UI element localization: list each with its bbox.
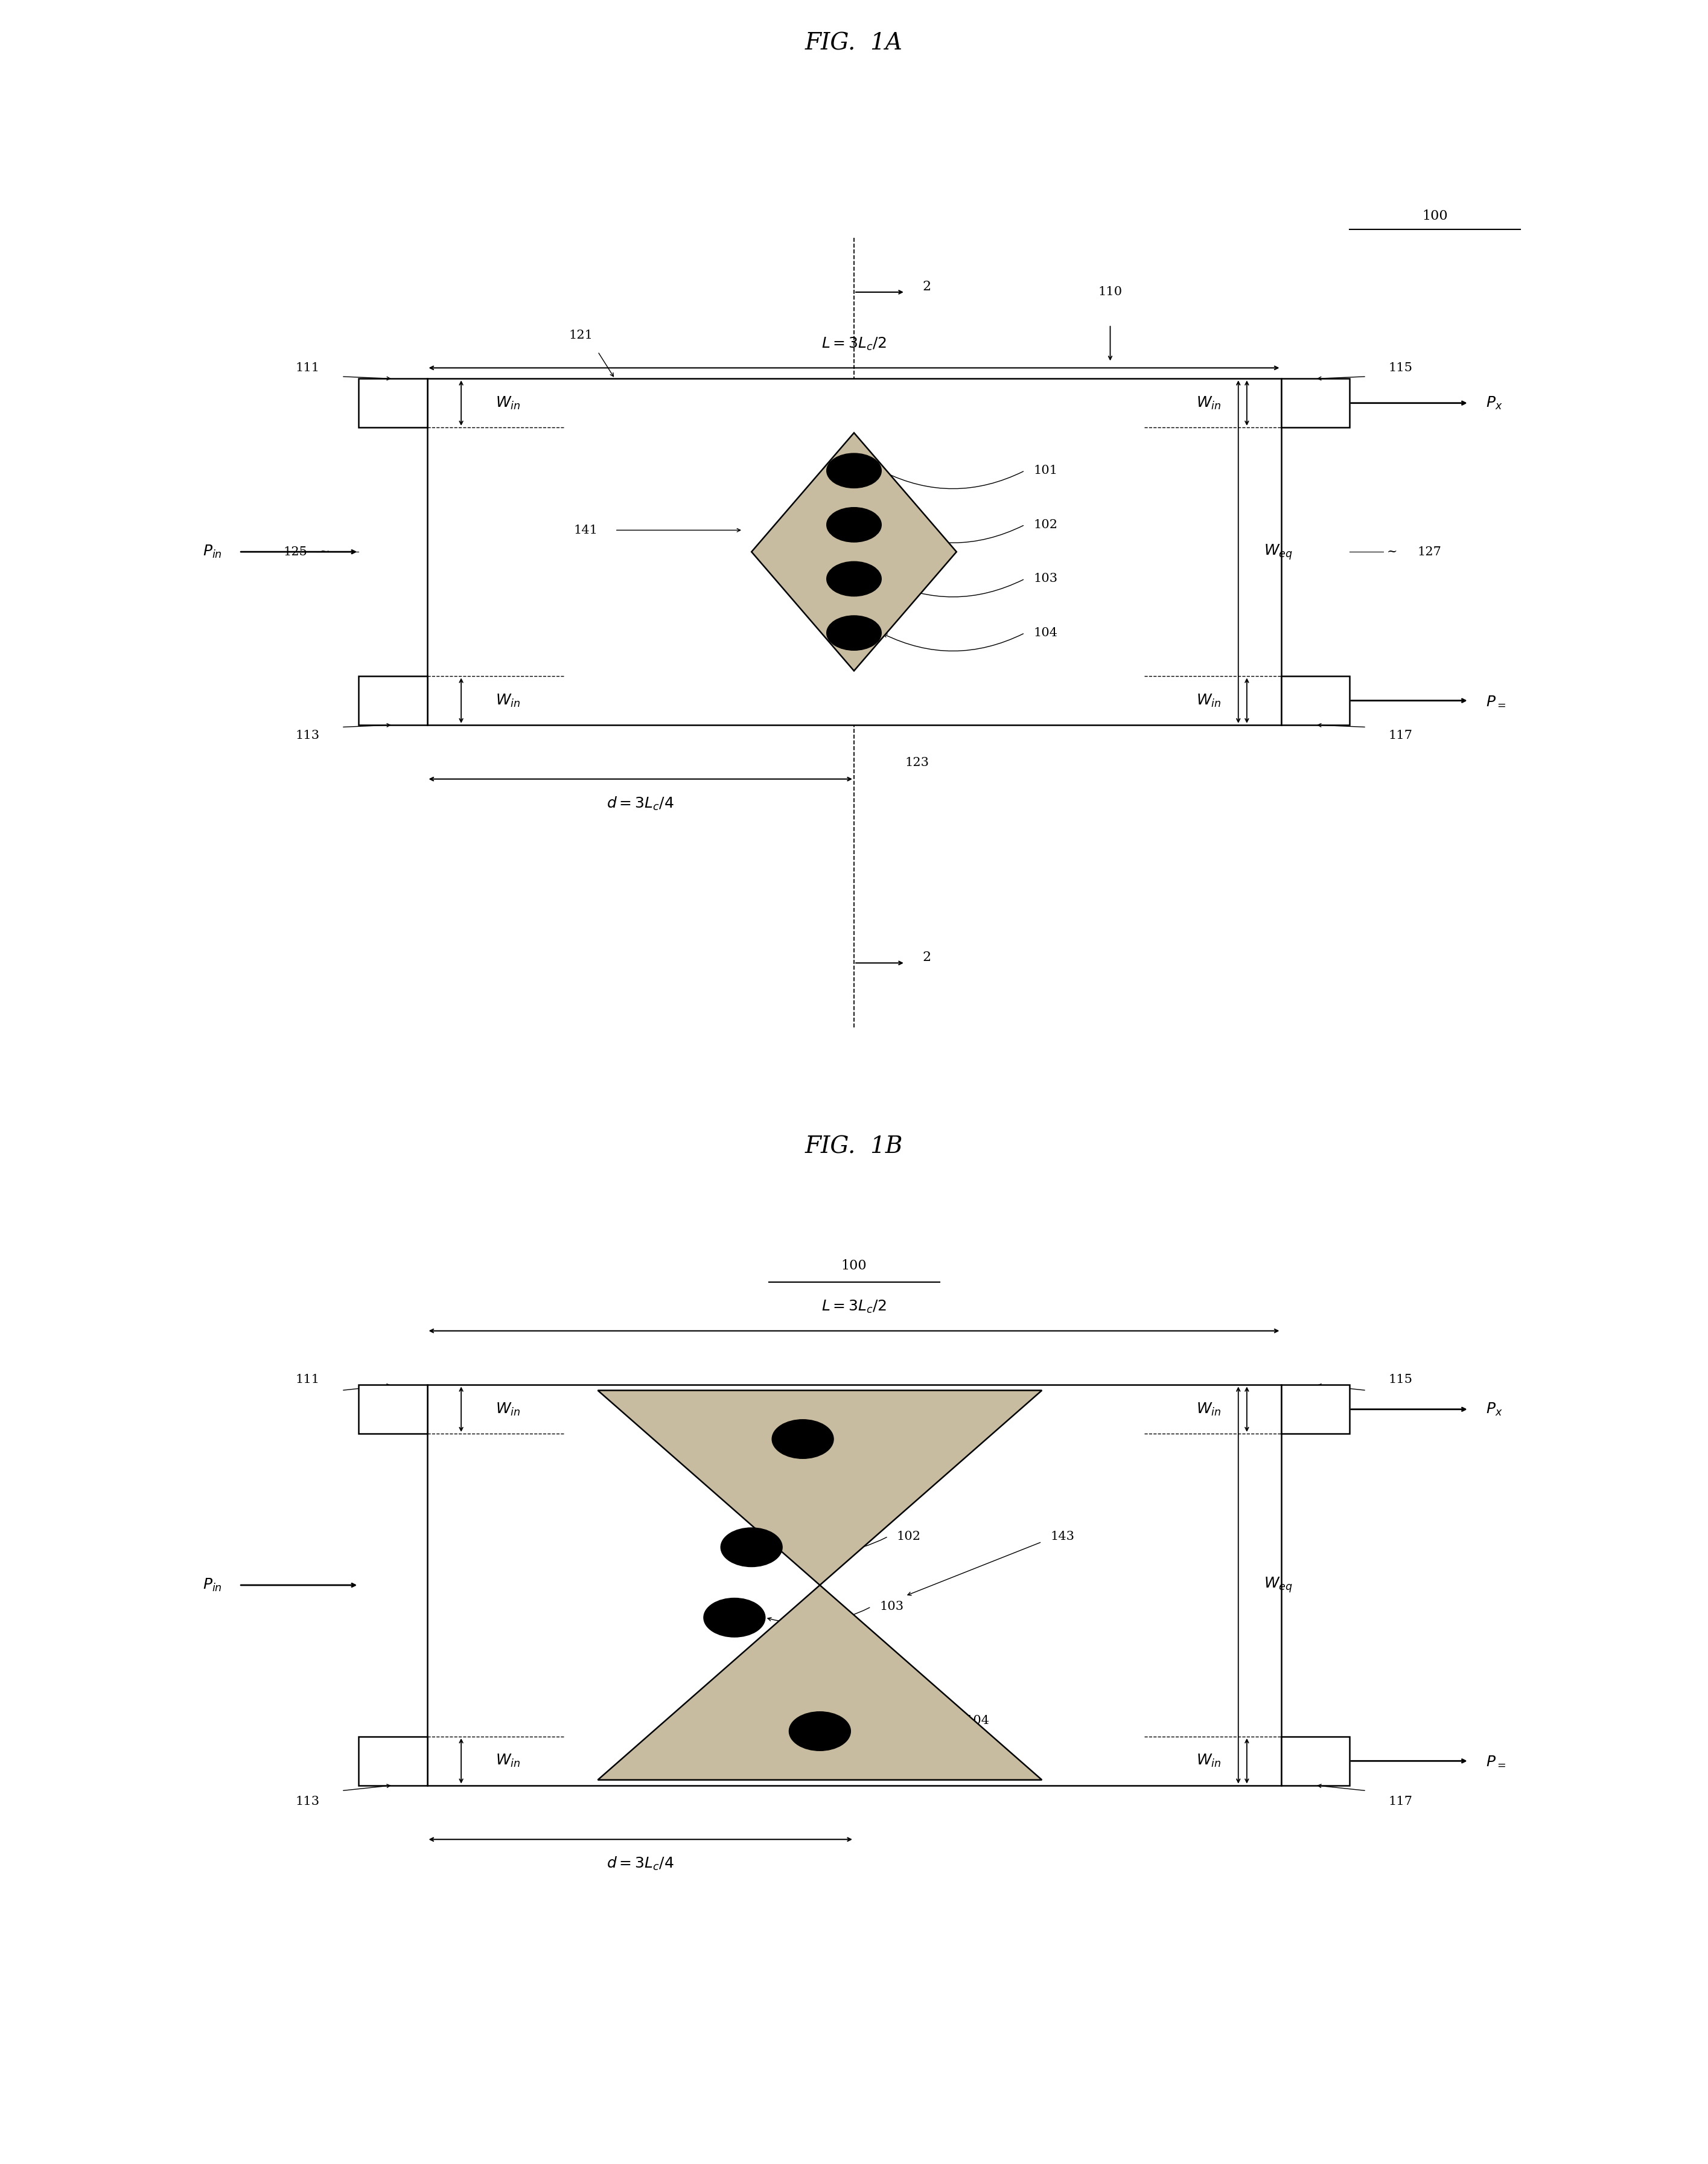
Circle shape [704, 1597, 765, 1636]
Text: 104: 104 [965, 1714, 989, 1727]
Text: $P_x$: $P_x$ [1486, 396, 1503, 411]
Text: 127: 127 [1418, 545, 1442, 558]
Polygon shape [752, 433, 956, 671]
Circle shape [827, 509, 881, 543]
Circle shape [721, 1528, 782, 1567]
Text: $L = 3L_c/2$: $L = 3L_c/2$ [822, 335, 886, 351]
Text: 123: 123 [905, 757, 929, 768]
Circle shape [772, 1420, 834, 1459]
Bar [1281, 1385, 1349, 1433]
Bar [1281, 379, 1349, 428]
Polygon shape [598, 1586, 1042, 1779]
Text: $W_{in}$: $W_{in}$ [495, 692, 521, 708]
Text: $P_{=}$: $P_{=}$ [1486, 1755, 1506, 1768]
Text: $P_{in}$: $P_{in}$ [203, 543, 222, 560]
Text: 110: 110 [1098, 286, 1122, 299]
Text: 102: 102 [897, 1530, 921, 1543]
Text: 100: 100 [840, 1259, 868, 1272]
Text: $W_{in}$: $W_{in}$ [1196, 396, 1221, 411]
Bar [1281, 675, 1349, 725]
Text: 2: 2 [922, 279, 931, 294]
Text: 115: 115 [1389, 361, 1413, 374]
Text: 113: 113 [295, 729, 319, 742]
Circle shape [827, 617, 881, 649]
Text: $W_{in}$: $W_{in}$ [495, 396, 521, 411]
Text: $d = 3L_c/4$: $d = 3L_c/4$ [606, 1857, 675, 1872]
Text: FIG.  1A: FIG. 1A [804, 32, 904, 54]
Text: 100: 100 [1421, 210, 1448, 223]
Text: $P_{=}$: $P_{=}$ [1486, 695, 1506, 708]
Text: 117: 117 [1389, 1796, 1413, 1807]
Text: 104: 104 [1033, 628, 1057, 638]
Text: $W_{in}$: $W_{in}$ [1196, 692, 1221, 708]
Bar [359, 1385, 427, 1433]
Text: 102: 102 [1033, 519, 1057, 530]
Text: 121: 121 [569, 329, 593, 342]
Polygon shape [598, 1391, 1042, 1586]
Text: 103: 103 [1033, 573, 1057, 584]
Text: 141: 141 [574, 524, 598, 537]
Text: 111: 111 [295, 1374, 319, 1385]
Text: FIG.  1B: FIG. 1B [804, 1136, 904, 1158]
Text: $W_{eq}$: $W_{eq}$ [1264, 1575, 1293, 1595]
Text: 111: 111 [295, 361, 319, 374]
Bar [359, 1736, 427, 1785]
Text: ~: ~ [1387, 545, 1397, 558]
Bar [427, 1385, 1281, 1785]
Text: 103: 103 [880, 1601, 904, 1612]
Text: 101: 101 [1033, 465, 1057, 476]
Text: 101: 101 [948, 1422, 972, 1435]
Text: 143: 143 [1050, 1530, 1074, 1543]
Bar [427, 379, 1281, 725]
Circle shape [827, 454, 881, 489]
Text: $d = 3L_c/4$: $d = 3L_c/4$ [606, 796, 675, 812]
Text: 2: 2 [922, 950, 931, 965]
Text: $W_{eq}$: $W_{eq}$ [1264, 543, 1293, 560]
Bar [1281, 1736, 1349, 1785]
Text: $P_x$: $P_x$ [1486, 1402, 1503, 1417]
Text: 115: 115 [1389, 1374, 1413, 1385]
Circle shape [789, 1712, 851, 1751]
Text: ~: ~ [319, 545, 330, 558]
Text: 117: 117 [1389, 729, 1413, 742]
Text: $W_{in}$: $W_{in}$ [495, 1402, 521, 1417]
Text: $W_{in}$: $W_{in}$ [1196, 1753, 1221, 1768]
Text: $W_{in}$: $W_{in}$ [495, 1753, 521, 1768]
Bar [359, 675, 427, 725]
Text: 125: 125 [284, 545, 307, 558]
Bar [359, 379, 427, 428]
Text: $L = 3L_c/2$: $L = 3L_c/2$ [822, 1298, 886, 1316]
Text: $W_{in}$: $W_{in}$ [1196, 1402, 1221, 1417]
Text: $P_{in}$: $P_{in}$ [203, 1578, 222, 1593]
Circle shape [827, 563, 881, 595]
Text: 113: 113 [295, 1796, 319, 1807]
